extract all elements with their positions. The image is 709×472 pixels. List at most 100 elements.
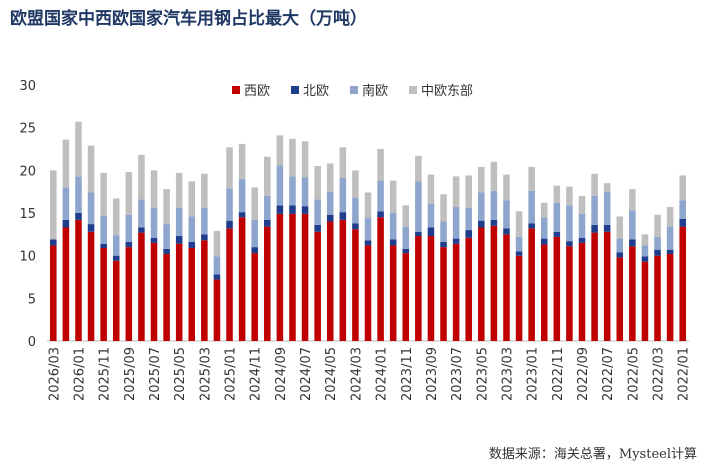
bar-segment-中欧东部	[566, 186, 573, 206]
bar-segment-北欧	[289, 205, 296, 214]
bar-segment-北欧	[465, 230, 472, 238]
bar-segment-中欧东部	[163, 189, 170, 225]
bar-segment-中欧东部	[540, 202, 548, 218]
bar-segment-西欧	[314, 231, 321, 341]
bar-segment-西欧	[150, 242, 158, 341]
bar-segment-西欧	[75, 219, 82, 341]
bar-segment-南欧	[452, 207, 460, 239]
bar-segment-西欧	[566, 246, 573, 341]
bar-segment-西欧	[540, 244, 548, 341]
bar-segment-南欧	[150, 207, 158, 238]
bar-segment-北欧	[201, 234, 208, 241]
bar-segment-西欧	[364, 245, 372, 341]
bar-segment-北欧	[629, 239, 636, 247]
bar-segment-西欧	[427, 236, 435, 341]
bar-segment-中欧东部	[238, 143, 246, 179]
bar-segment-中欧东部	[578, 195, 586, 214]
bar-segment-南欧	[201, 207, 208, 235]
bar-segment-北欧	[301, 206, 309, 214]
bar-segment-中欧东部	[616, 216, 624, 239]
bar-segment-南欧	[213, 256, 221, 275]
legend-swatch	[350, 86, 358, 94]
bar-segment-西欧	[503, 234, 510, 341]
bar-segment-南欧	[503, 200, 510, 229]
bar-segment-南欧	[364, 218, 372, 241]
bar-segment-南欧	[314, 199, 321, 225]
bar-segment-北欧	[389, 239, 397, 246]
bar-segment-中欧东部	[629, 189, 636, 211]
bar-segment-中欧东部	[603, 183, 611, 192]
bar-segment-中欧东部	[427, 174, 435, 204]
bar-segment-南欧	[238, 178, 246, 213]
bar-segment-北欧	[528, 223, 535, 229]
bar-segment-西欧	[352, 229, 359, 341]
bar-segment-中欧东部	[251, 187, 258, 220]
bar-segment-西欧	[301, 213, 309, 341]
bar-segment-南欧	[163, 224, 170, 249]
bar-segment-北欧	[515, 251, 523, 256]
bar-segment-北欧	[478, 220, 485, 228]
x-tick-label: 2023/03	[500, 347, 515, 401]
bar-segment-中欧东部	[679, 175, 686, 201]
bar-segment-南欧	[87, 192, 95, 225]
x-tick-label: 2024/05	[324, 347, 339, 401]
bar-segment-南欧	[251, 219, 258, 248]
x-tick-label: 2026/01	[72, 347, 87, 401]
bar-segment-北欧	[163, 248, 170, 254]
bar-segment-南欧	[188, 216, 196, 243]
legend-label: 中欧东部	[421, 84, 473, 99]
bar-segment-中欧东部	[465, 175, 472, 208]
bar-segment-西欧	[87, 231, 95, 341]
bar-segment-南欧	[339, 178, 347, 213]
bar-segment-南欧	[389, 213, 397, 240]
bar-segment-中欧东部	[87, 145, 95, 193]
bar-segment-北欧	[251, 247, 258, 254]
x-tick-label: 2024/11	[249, 347, 264, 401]
bar-segment-西欧	[112, 260, 120, 341]
bar-segment-西欧	[629, 246, 636, 341]
bar-segment-南欧	[465, 207, 472, 231]
bar-segment-中欧东部	[503, 174, 510, 201]
bar-segment-中欧东部	[150, 170, 158, 208]
bar-segment-南欧	[528, 190, 535, 224]
bar-segment-北欧	[175, 236, 183, 244]
bar-segment-中欧东部	[289, 138, 296, 177]
bar-segment-北欧	[125, 242, 133, 248]
bar-segment-北欧	[415, 231, 422, 237]
x-tick-label: 2022/05	[626, 347, 641, 401]
bar-segment-南欧	[125, 214, 133, 243]
legend-swatch	[291, 86, 299, 94]
bar-segment-南欧	[616, 238, 624, 253]
bar-segment-北欧	[339, 212, 347, 220]
bar-segment-中欧东部	[62, 139, 70, 188]
bar-segment-西欧	[616, 257, 624, 341]
bar-segment-北欧	[100, 243, 107, 248]
bar-segment-北欧	[188, 242, 196, 248]
bar-segment-北欧	[578, 237, 586, 243]
y-tick-label: 5	[28, 292, 36, 307]
bar-segment-南欧	[301, 177, 309, 207]
bar-segment-西欧	[654, 255, 661, 341]
y-tick-label: 25	[19, 122, 36, 137]
bar-segment-西欧	[389, 245, 397, 341]
x-tick-label: 2025/07	[148, 347, 163, 401]
bar-segment-南欧	[553, 202, 561, 232]
bar-segment-西欧	[251, 253, 258, 341]
bar-segment-南欧	[377, 180, 384, 212]
bar-segment-西欧	[226, 228, 233, 341]
bar-segment-南欧	[112, 235, 120, 256]
bar-segment-北欧	[226, 220, 233, 229]
bar-segment-南欧	[666, 226, 674, 250]
bar-segment-西欧	[201, 240, 208, 341]
bar-segment-北欧	[616, 252, 624, 258]
y-tick-label: 10	[19, 250, 36, 265]
bar-segment-南欧	[326, 191, 334, 215]
x-tick-label: 2022/01	[677, 347, 692, 401]
bar-segment-北欧	[238, 212, 246, 218]
x-tick-label: 2023/07	[450, 347, 465, 401]
y-tick-label: 20	[19, 164, 36, 179]
x-tick-label: 2023/11	[400, 347, 415, 401]
bar-segment-中欧东部	[125, 172, 133, 215]
bar-segment-中欧东部	[276, 135, 284, 166]
bar-segment-南欧	[440, 221, 447, 243]
